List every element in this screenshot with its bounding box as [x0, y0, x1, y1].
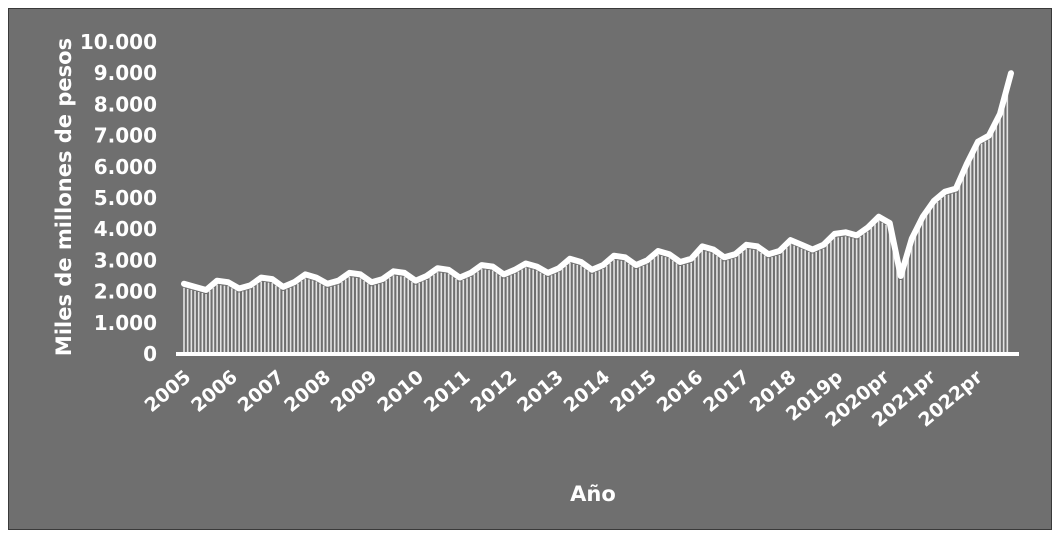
y-tick-label: 10.000	[80, 30, 157, 54]
y-tick-label: 2.000	[94, 280, 157, 304]
y-tick-label: 0	[143, 342, 157, 366]
x-tick-label: 2015	[606, 366, 661, 417]
y-tick-label: 5.000	[94, 186, 157, 210]
y-tick-label: 3.000	[94, 248, 157, 272]
y-tick-label: 1.000	[94, 311, 157, 335]
y-axis-ticks: 0 1.000 2.000 3.000 4.000 5.000 6.000 7.000 8.00…	[80, 30, 157, 366]
x-tick-label: 2010	[373, 366, 428, 417]
x-axis-title: Año	[570, 482, 616, 506]
x-tick-label: 2017	[699, 366, 754, 417]
x-tick-label: 2013	[513, 366, 568, 417]
x-tick-label: 2007	[234, 366, 289, 417]
x-tick-label: 2016	[653, 366, 708, 417]
y-tick-label: 6.000	[94, 155, 157, 179]
x-tick-label: 2008	[280, 366, 335, 417]
x-tick-label: 2006	[187, 366, 242, 417]
x-tick-label: 2005	[141, 366, 196, 417]
line-chart: 0 1.000 2.000 3.000 4.000 5.000 6.000 7.000 8.00…	[52, 30, 1019, 506]
x-axis-ticks: 2005200620072008200920102011201220132014…	[141, 366, 988, 432]
x-tick-label: 2014	[560, 366, 615, 417]
area-fill-stripes	[183, 90, 1009, 354]
y-tick-label: 9.000	[94, 61, 157, 85]
chart-area: 0 1.000 2.000 3.000 4.000 5.000 6.000 7.000 8.00…	[8, 8, 1052, 530]
y-tick-label: 7.000	[94, 124, 157, 148]
y-axis-title: Miles de millones de pesos	[52, 38, 76, 356]
x-tick-label: 2009	[327, 366, 382, 417]
x-tick-label: 2011	[420, 366, 475, 417]
series-line	[181, 70, 1014, 293]
y-tick-label: 8.000	[94, 92, 157, 116]
x-tick-label: 2012	[466, 366, 521, 417]
y-tick-label: 4.000	[94, 217, 157, 241]
